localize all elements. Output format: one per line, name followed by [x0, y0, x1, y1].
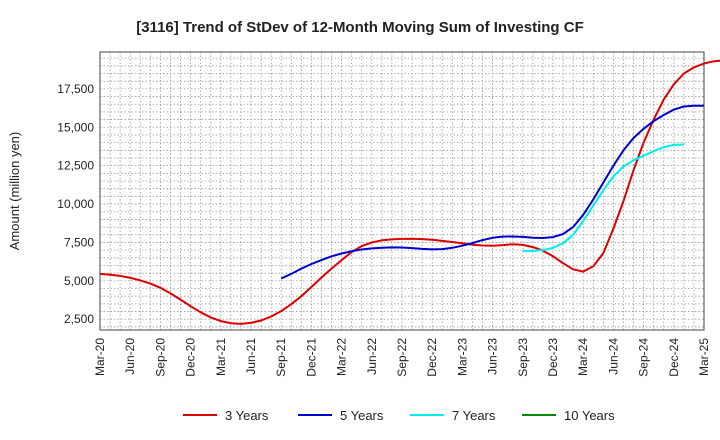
- legend-label: 10 Years: [564, 408, 615, 423]
- x-tick-label: Sep-23: [516, 338, 530, 377]
- y-tick-label: 17,500: [57, 82, 94, 96]
- legend: 3 Years 5 Years 7 Years 10 Years: [183, 408, 615, 423]
- x-tick-label: Sep-21: [274, 338, 288, 377]
- x-tick-label: Jun-24: [606, 338, 620, 375]
- y-tick-label: 12,500: [57, 159, 94, 173]
- legend-item-7-years: 7 Years: [410, 408, 496, 423]
- legend-label: 3 Years: [225, 408, 269, 423]
- plot-area-frame: [99, 51, 705, 331]
- x-tick-label: Dec-22: [425, 338, 439, 377]
- legend-item-3-years: 3 Years: [183, 408, 269, 423]
- chart-title: [3116] Trend of StDev of 12-Month Moving…: [136, 19, 584, 36]
- x-tick-label: Jun-20: [123, 338, 137, 375]
- series-line-7-years: [522, 143, 684, 252]
- x-tick-label: Dec-24: [667, 338, 681, 377]
- y-tick-label: 10,000: [57, 197, 94, 211]
- x-tick-label: Jun-22: [365, 338, 379, 375]
- legend-item-5-years: 5 Years: [298, 408, 384, 423]
- x-tick-label: Mar-24: [576, 338, 590, 376]
- series-line-5-years: [280, 104, 704, 280]
- x-tick-label: Jun-23: [486, 338, 500, 375]
- y-tick-label: 7,500: [64, 235, 94, 249]
- legend-item-10-years: 10 Years: [522, 408, 615, 423]
- x-tick-label: Sep-22: [395, 338, 409, 377]
- y-axis-label: Amount (million yen): [7, 132, 22, 251]
- y-axis-ticks: 2,500 5,000 7,500 10,000 12,500 15,000 17,500: [57, 82, 94, 326]
- x-tick-label: Dec-21: [304, 338, 318, 377]
- grid-lines: [99, 52, 705, 330]
- x-tick-label: Jun-21: [244, 338, 258, 375]
- x-tick-label: Sep-24: [637, 338, 651, 377]
- y-tick-label: 5,000: [64, 274, 94, 288]
- x-tick-label: Mar-21: [214, 338, 228, 376]
- x-tick-label: Sep-20: [153, 338, 167, 377]
- y-tick-label: 2,500: [64, 312, 94, 326]
- x-axis-ticks: Mar-20 Jun-20 Sep-20 Dec-20 Mar-21 Jun-21 Sep-…: [93, 338, 711, 377]
- legend-label: 7 Years: [452, 408, 496, 423]
- series-line-3-years: [99, 59, 720, 325]
- series-lines: [99, 59, 720, 325]
- x-tick-label: Mar-23: [455, 338, 469, 376]
- x-tick-label: Mar-22: [335, 338, 349, 376]
- x-tick-label: Mar-20: [93, 338, 107, 376]
- y-tick-label: 15,000: [57, 120, 94, 134]
- x-tick-label: Dec-23: [546, 338, 560, 377]
- x-tick-label: Dec-20: [184, 338, 198, 377]
- legend-label: 5 Years: [340, 408, 384, 423]
- x-tick-label: Mar-25: [697, 338, 711, 376]
